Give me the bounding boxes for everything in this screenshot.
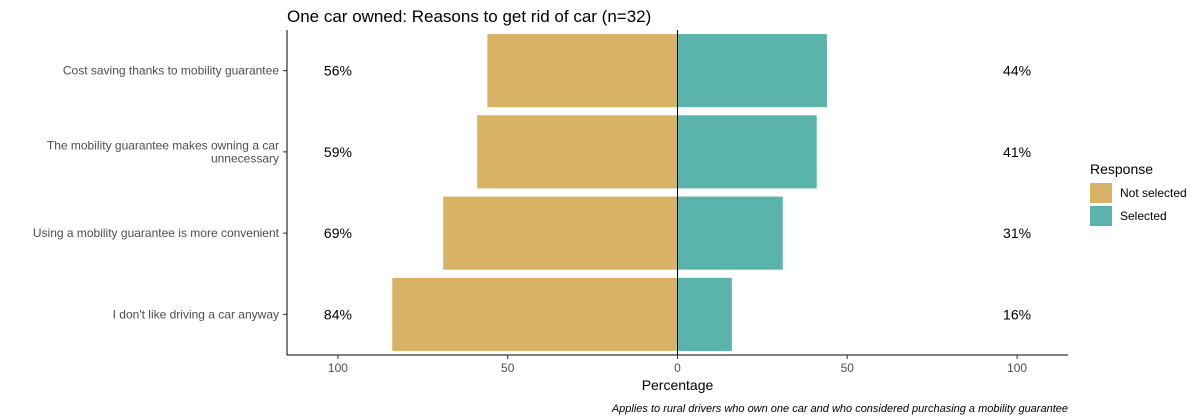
pct-label-not-selected-2: 59% — [324, 144, 352, 160]
x-tick-label-5: 100 — [1007, 361, 1027, 375]
bar-not-selected-3 — [443, 196, 678, 270]
bar-not-selected-2 — [477, 115, 678, 189]
bar-selected-3 — [677, 196, 783, 270]
category-label-2: The mobility guarantee makes owning a ca… — [47, 138, 279, 165]
x-axis-title: Percentage — [642, 377, 714, 393]
pct-label-selected-3: 31% — [1003, 225, 1031, 241]
x-tick-label-3: 0 — [674, 361, 681, 375]
legend-swatch-not-selected — [1090, 183, 1112, 203]
category-label-4: I don't like driving a car anyway — [113, 307, 279, 321]
legend-title: Response — [1090, 161, 1153, 177]
x-tick-label-2: 50 — [501, 361, 515, 375]
bar-not-selected-1 — [487, 34, 678, 108]
bar-selected-2 — [677, 115, 817, 189]
x-tick-label-4: 50 — [841, 361, 855, 375]
chart-title: One car owned: Reasons to get rid of car… — [287, 7, 651, 26]
x-tick-label-1: 100 — [328, 361, 348, 375]
chart-caption: Applies to rural drivers who own one car… — [611, 403, 1068, 415]
bar-selected-1 — [677, 34, 827, 108]
legend-label-selected: Selected — [1120, 209, 1167, 223]
pct-label-not-selected-1: 56% — [324, 63, 352, 79]
bar-not-selected-4 — [392, 277, 678, 351]
legend: Response Not selected Selected — [1090, 161, 1187, 226]
legend-label-not-selected: Not selected — [1120, 186, 1187, 200]
pct-label-selected-2: 41% — [1003, 144, 1031, 160]
bar-selected-4 — [677, 277, 732, 351]
category-label-3: Using a mobility guarantee is more conve… — [33, 226, 280, 240]
plot-area: 56% 44% 59% 41% 69% 31% 84% 16% — [324, 30, 1031, 355]
pct-label-selected-4: 16% — [1003, 306, 1031, 322]
pct-label-not-selected-4: 84% — [324, 306, 352, 322]
category-label-1: Cost saving thanks to mobility guarantee — [63, 64, 279, 78]
legend-swatch-selected — [1090, 206, 1112, 226]
pct-label-not-selected-3: 69% — [324, 225, 352, 241]
pct-label-selected-1: 44% — [1003, 63, 1031, 79]
